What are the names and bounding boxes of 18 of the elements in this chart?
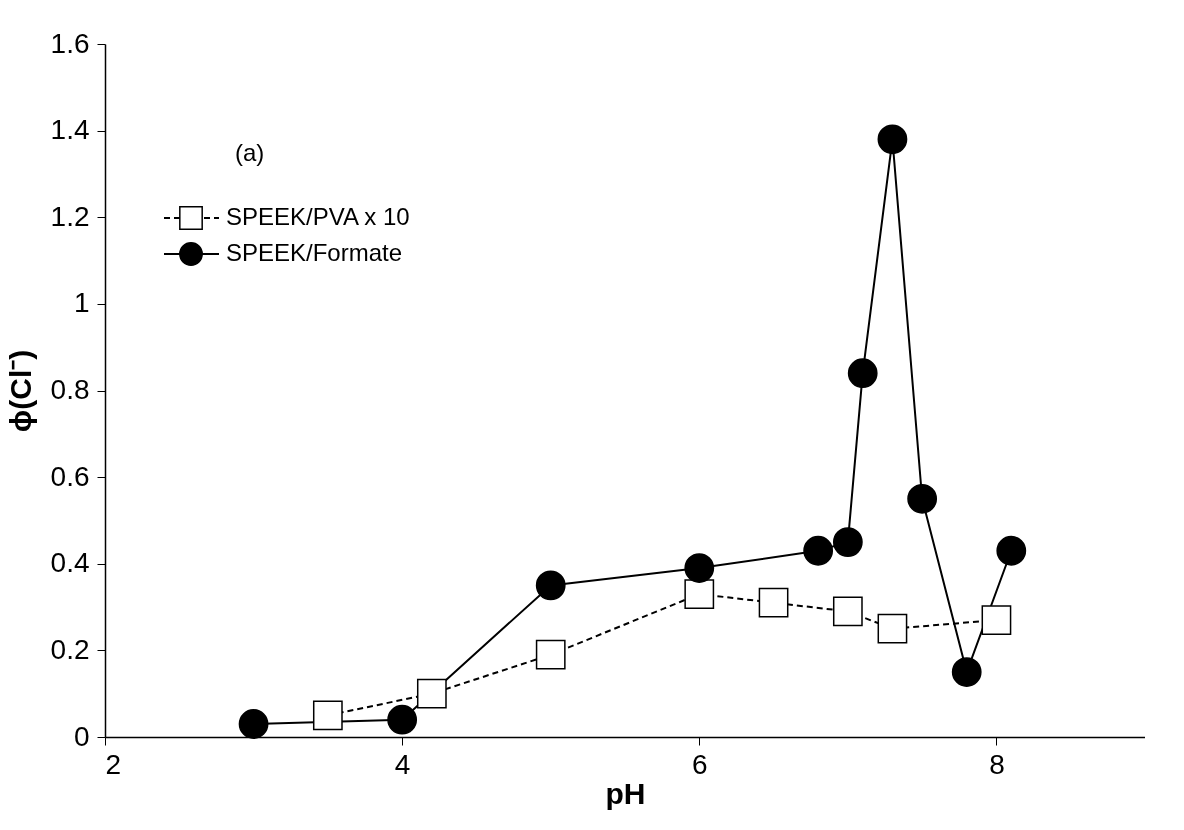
x-tick-label: 8 (989, 748, 1005, 780)
x-tick-label: 6 (692, 748, 708, 780)
y-tick-label: 0.8 (50, 374, 90, 405)
y-tick-label: 1.4 (50, 114, 90, 146)
legend-label: SPEEK/Formate (226, 239, 403, 266)
annotation: (a) (235, 139, 265, 166)
y-tick-label: 0.4 (50, 547, 90, 579)
y-tick-label: 1 (73, 287, 90, 319)
y-tick-label: 0.6 (50, 460, 90, 492)
y-axis-title: ϕ(Cl⁻) (3, 349, 37, 433)
legend-label: SPEEK/PVA x 10 (226, 203, 410, 230)
x-tick-label: 4 (394, 748, 411, 780)
x-tick-label: 2 (105, 748, 122, 780)
y-tick-label: 1.6 (50, 27, 90, 59)
x-axis-title: pH (605, 776, 646, 810)
y-tick-label: 0 (73, 720, 90, 752)
y-tick-label: 1.2 (50, 200, 90, 232)
y-tick-label: 0.2 (50, 633, 90, 665)
